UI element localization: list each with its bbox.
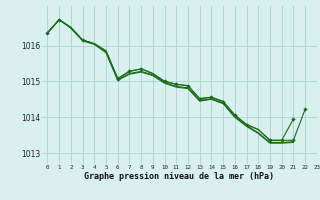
X-axis label: Graphe pression niveau de la mer (hPa): Graphe pression niveau de la mer (hPa) [84,172,274,181]
